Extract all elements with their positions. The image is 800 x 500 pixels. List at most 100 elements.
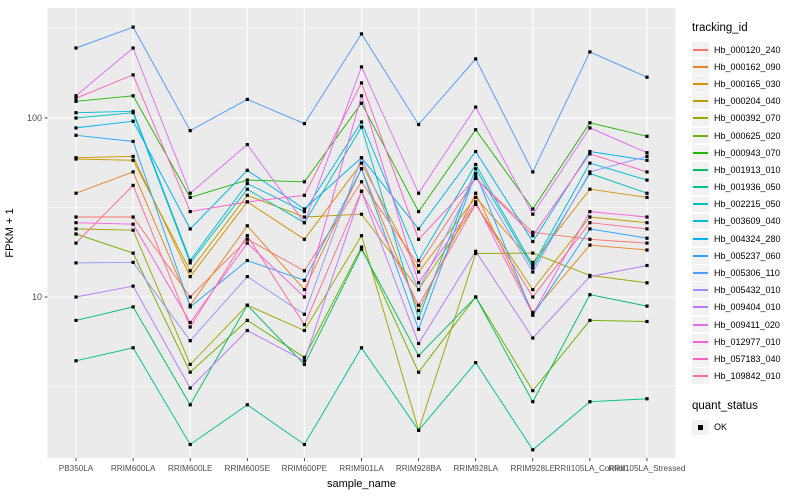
data-point — [359, 245, 364, 249]
data-point — [131, 154, 135, 158]
data-point — [417, 270, 421, 274]
legend-item-Hb_000165_030: Hb_000165_030 — [692, 75, 798, 92]
data-point — [588, 170, 592, 174]
data-point — [645, 397, 649, 401]
data-point — [645, 170, 649, 174]
legend-key-line-swatch — [692, 265, 709, 281]
legend-item-label: Hb_000204_040 — [714, 96, 781, 107]
legend-color-line — [693, 117, 708, 120]
legend-key-line-swatch — [692, 351, 709, 367]
data-point — [131, 25, 135, 29]
data-point — [131, 346, 135, 350]
data-point — [588, 121, 592, 125]
data-point — [645, 241, 649, 245]
data-point — [359, 94, 364, 98]
data-point — [645, 248, 649, 252]
data-point — [74, 116, 78, 120]
data-point — [359, 81, 364, 85]
data-point — [188, 227, 192, 231]
data-point — [131, 305, 135, 309]
legend-color-line — [693, 186, 708, 189]
x-tick-label: RRII105LA_Control — [554, 464, 625, 473]
data-point — [131, 251, 135, 255]
data-point — [359, 156, 364, 160]
data-point — [474, 200, 478, 204]
legend-color-line — [693, 134, 708, 137]
data-point — [131, 260, 135, 264]
data-point — [131, 170, 135, 174]
legend-color-line — [693, 272, 708, 275]
data-point — [417, 281, 421, 285]
data-point — [131, 139, 135, 143]
data-point — [188, 129, 192, 133]
data-point — [645, 134, 649, 138]
data-point — [131, 222, 135, 226]
data-point — [188, 305, 192, 309]
legend-item-Hb_009411_020: Hb_009411_020 — [692, 316, 798, 333]
legend-key-line-swatch — [692, 299, 709, 316]
data-point — [474, 176, 478, 180]
data-point — [645, 75, 649, 79]
legend-item-Hb_009404_010: Hb_009404_010 — [692, 299, 798, 316]
data-point — [531, 234, 535, 238]
legend-item-Hb_004324_280: Hb_004324_280 — [692, 230, 798, 247]
y-axis-title: FPKM + 1 — [4, 208, 16, 257]
legend-key-line-swatch — [692, 230, 709, 247]
legend-color-line — [693, 65, 708, 68]
legend-color-line — [693, 254, 708, 257]
data-point — [245, 258, 249, 263]
x-tick-label: RRII105LA_Stressed — [608, 464, 685, 473]
data-point — [302, 278, 306, 282]
data-point — [417, 354, 421, 358]
data-point — [531, 270, 535, 274]
data-point — [359, 161, 364, 165]
legend-color-line — [693, 357, 708, 360]
data-point — [474, 195, 478, 199]
legend-item-label: OK — [714, 422, 728, 433]
data-point — [474, 361, 478, 365]
data-point — [531, 230, 535, 234]
data-point — [531, 266, 535, 270]
legend-item-label: Hb_000165_030 — [714, 78, 781, 89]
black-square-point-icon — [698, 425, 703, 430]
data-point — [302, 312, 306, 316]
legend-key-line-swatch — [692, 41, 709, 58]
legend-item-label: Hb_000625_020 — [714, 130, 781, 141]
legend-title-tracking-id: tracking_id — [692, 22, 748, 34]
legend-item-label: Hb_004324_280 — [714, 233, 781, 244]
legend-item-Hb_002215_050: Hb_002215_050 — [692, 196, 798, 213]
data-point — [588, 50, 592, 54]
data-point — [588, 243, 592, 247]
data-point — [245, 224, 249, 228]
data-point — [74, 126, 78, 130]
data-point — [302, 328, 306, 333]
data-point — [245, 143, 249, 147]
data-point — [531, 288, 535, 292]
data-point — [131, 284, 135, 288]
data-point — [359, 101, 364, 105]
data-point — [131, 228, 135, 232]
data-point — [302, 210, 306, 214]
legend-color-line — [693, 168, 708, 171]
legend-item-Hb_109842_010: Hb_109842_010 — [692, 368, 798, 385]
legend-color-line — [693, 100, 708, 103]
data-point — [302, 288, 306, 292]
data-point — [531, 295, 535, 299]
data-point — [417, 237, 421, 241]
x-axis-title: sample_name — [327, 478, 396, 490]
legend-item-label: Hb_000943_070 — [714, 147, 781, 158]
data-point — [188, 403, 192, 407]
x-tick-label: PB350LA — [59, 464, 94, 473]
data-point — [302, 122, 306, 126]
data-point — [645, 215, 649, 219]
data-point — [474, 251, 478, 256]
data-point — [531, 389, 535, 393]
legend-item-label: Hb_009411_020 — [714, 319, 780, 330]
data-point — [359, 32, 364, 36]
data-point — [302, 295, 306, 299]
data-point — [74, 157, 78, 161]
legend-key-line-swatch — [692, 93, 709, 109]
data-point — [302, 221, 306, 225]
